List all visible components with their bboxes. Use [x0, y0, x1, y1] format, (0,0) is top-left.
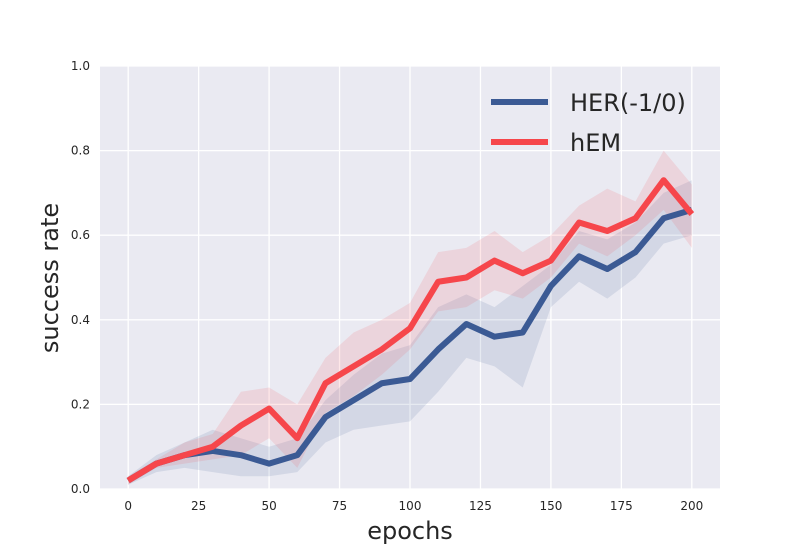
series-line-2: [126, 177, 695, 484]
x-tick-label: 100: [399, 499, 422, 513]
x-axis-label: epochs: [367, 517, 453, 545]
legend: HER(-1/0) hEM: [491, 89, 686, 157]
y-tick-label: 1.0: [71, 59, 90, 73]
grid-lines: [100, 65, 720, 490]
y-tick-label: 0.2: [71, 397, 90, 411]
y-axis-label: success rate: [36, 203, 64, 353]
x-tick-labels: 0 25 50 75 100 125 150 175 200: [124, 499, 703, 513]
x-tick-label: 125: [469, 499, 492, 513]
x-tick-label: 200: [680, 499, 703, 513]
legend-label-1: HER(-1/0): [570, 89, 686, 117]
x-tick-label: 150: [539, 499, 562, 513]
legend-label-2: hEM: [570, 129, 621, 157]
y-tick-label: 0.4: [71, 313, 90, 327]
x-tick-label: 75: [332, 499, 347, 513]
x-tick-label: 0: [124, 499, 132, 513]
y-tick-label: 0.8: [71, 144, 90, 158]
x-tick-label: 25: [191, 499, 206, 513]
series-line-1: [126, 206, 693, 484]
series-lines: [126, 177, 695, 484]
x-tick-label: 175: [610, 499, 633, 513]
y-tick-labels: 0.0 0.2 0.4 0.6 0.8 1.0: [71, 59, 90, 496]
confidence-band-2: [128, 150, 692, 485]
y-tick-label: 0.0: [71, 482, 90, 496]
y-tick-label: 0.6: [71, 228, 90, 242]
x-tick-label: 50: [261, 499, 276, 513]
